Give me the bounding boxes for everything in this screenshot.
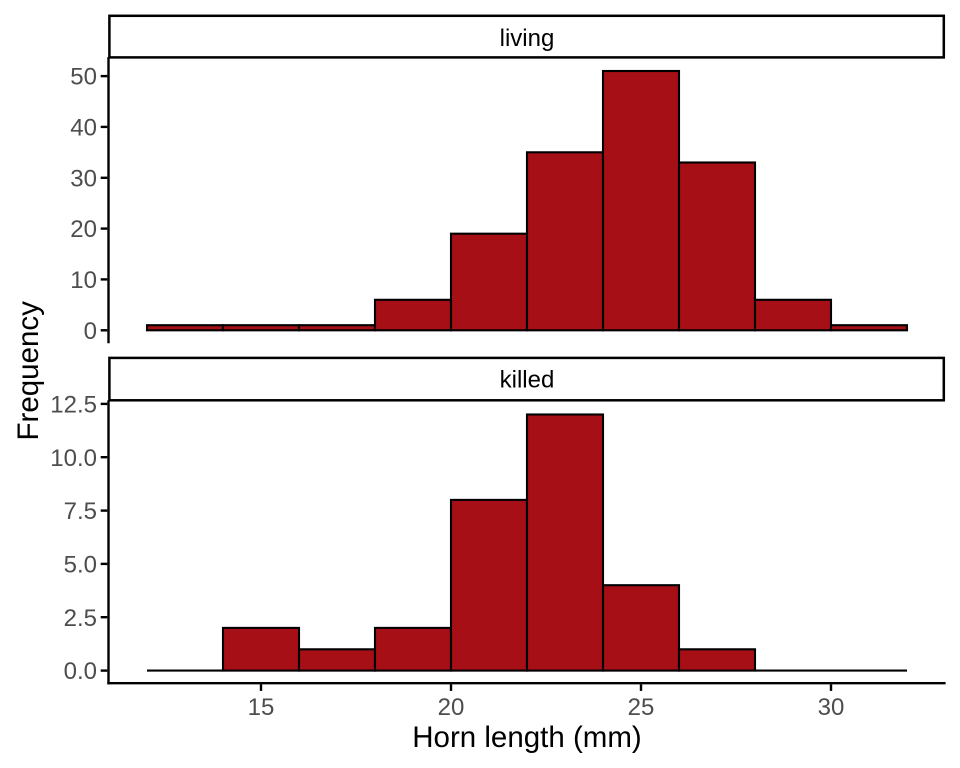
svg-text:killed: killed xyxy=(500,366,555,393)
svg-text:15: 15 xyxy=(248,694,275,721)
svg-text:25: 25 xyxy=(628,694,655,721)
svg-text:30: 30 xyxy=(70,165,97,192)
svg-text:7.5: 7.5 xyxy=(64,498,97,525)
svg-text:0: 0 xyxy=(84,318,97,345)
svg-text:2.5: 2.5 xyxy=(64,605,97,632)
svg-text:living: living xyxy=(500,25,555,52)
svg-text:0.0: 0.0 xyxy=(64,658,97,685)
svg-text:12.5: 12.5 xyxy=(50,392,97,419)
svg-text:20: 20 xyxy=(70,216,97,243)
svg-text:30: 30 xyxy=(818,694,845,721)
svg-text:5.0: 5.0 xyxy=(64,552,97,579)
svg-text:10.0: 10.0 xyxy=(50,445,97,472)
svg-text:20: 20 xyxy=(438,694,465,721)
svg-text:50: 50 xyxy=(70,64,97,91)
svg-text:Horn length (mm): Horn length (mm) xyxy=(412,721,642,754)
svg-text:10: 10 xyxy=(70,267,97,294)
svg-text:40: 40 xyxy=(70,115,97,142)
svg-text:Frequency: Frequency xyxy=(12,301,45,441)
